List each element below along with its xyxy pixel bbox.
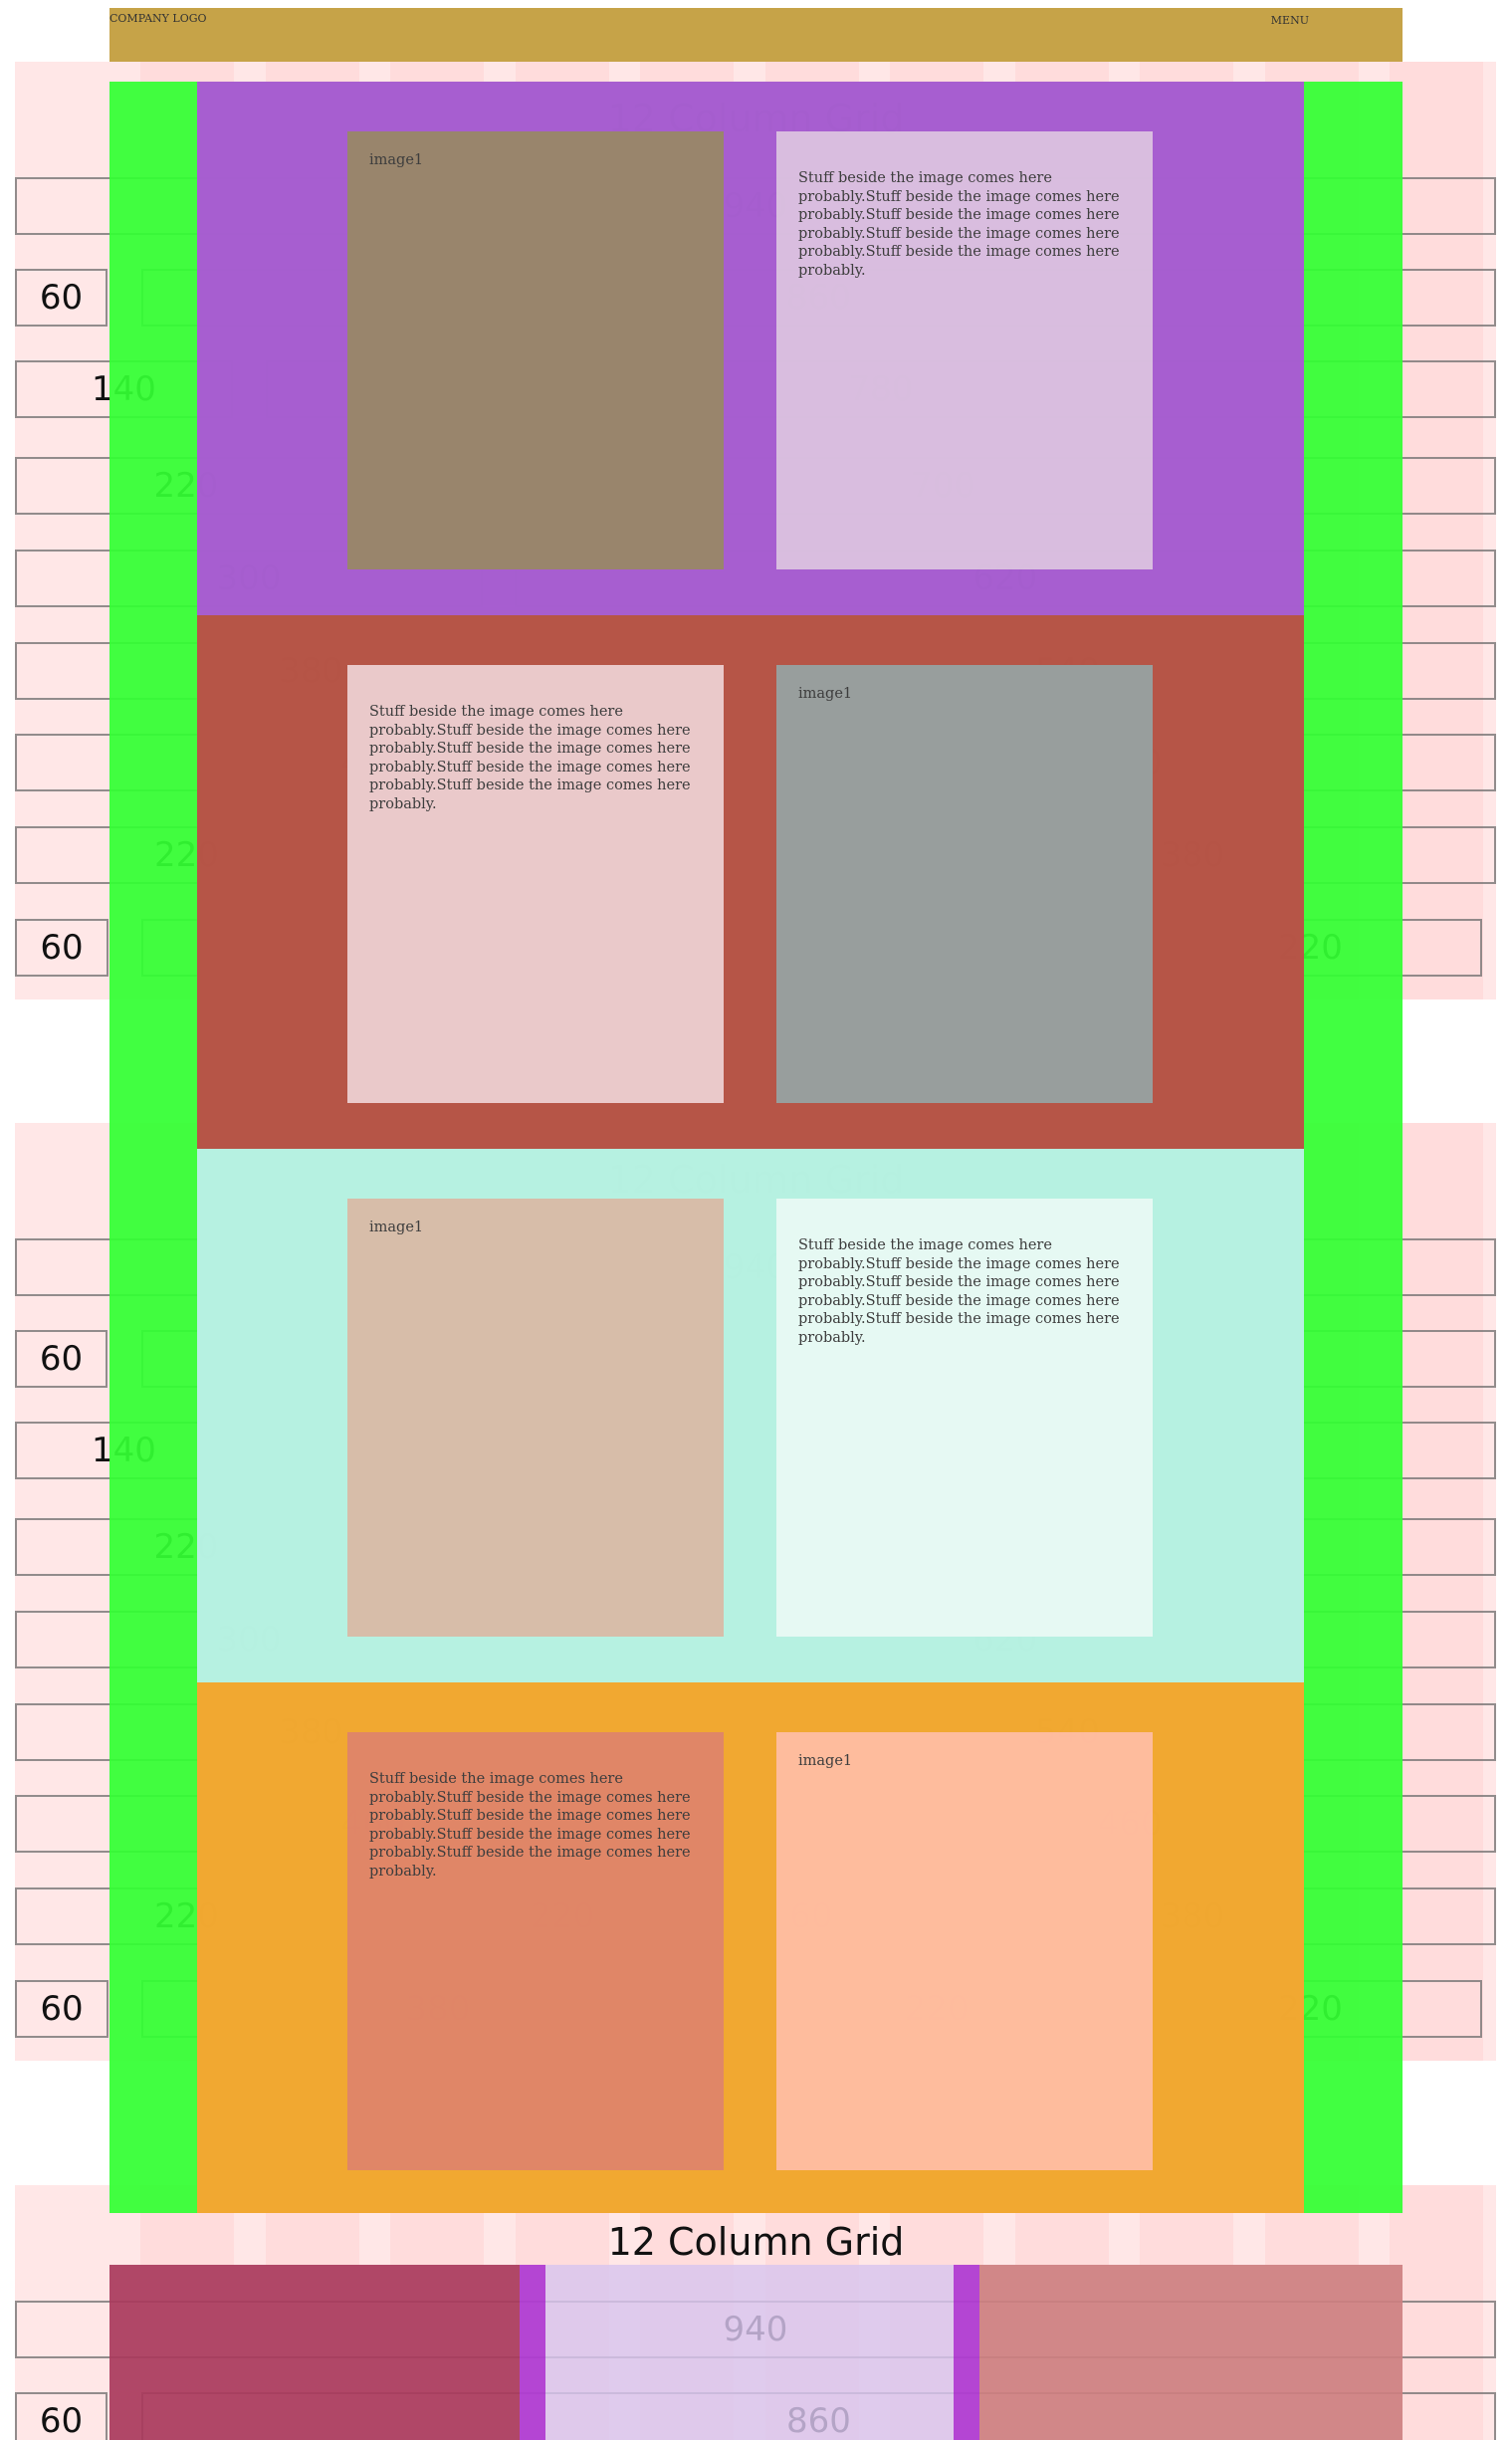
grid-column: [1390, 62, 1483, 999]
grid-column: [1390, 1123, 1483, 2061]
image-placeholder: image1: [347, 131, 724, 569]
column-width-box: 60: [15, 2392, 108, 2440]
footer-divider: [520, 2265, 545, 2440]
body-text: Stuff beside the image comes here probab…: [798, 1237, 1120, 1346]
grid-title: 12 Column Grid: [607, 2220, 905, 2264]
column-width-box: 60: [15, 1330, 108, 1388]
footer-block-center: [545, 2265, 954, 2440]
image-label: image1: [369, 1220, 424, 1235]
menu-link[interactable]: MENU: [1270, 14, 1309, 27]
image-placeholder: image1: [776, 1732, 1153, 2170]
text-block: Stuff beside the image comes here probab…: [776, 131, 1153, 569]
column-width-label: 60: [39, 1339, 84, 1379]
footer-block-left: [109, 2265, 520, 2440]
text-block: Stuff beside the image comes here probab…: [347, 1732, 724, 2170]
column-width-box: 60: [15, 919, 108, 977]
column-width-label: 60: [40, 1989, 84, 2029]
footer-divider: [954, 2265, 979, 2440]
image-placeholder: image1: [776, 665, 1153, 1103]
body-text: Stuff beside the image comes here probab…: [369, 704, 691, 812]
body-text: Stuff beside the image comes here probab…: [798, 170, 1120, 279]
image-label: image1: [798, 1753, 853, 1769]
grid-column: [1390, 2185, 1483, 2440]
body-text: Stuff beside the image comes here probab…: [369, 1771, 691, 1880]
text-block: Stuff beside the image comes here probab…: [347, 665, 724, 1103]
column-width-label: 60: [39, 2401, 84, 2440]
image-label: image1: [798, 686, 853, 702]
image-placeholder: image1: [347, 1199, 724, 1637]
footer-block-right: [979, 2265, 1403, 2440]
column-width-box: 60: [15, 269, 108, 327]
column-width-label: 60: [40, 928, 84, 968]
image-label: image1: [369, 152, 424, 168]
company-logo[interactable]: COMPANY LOGO: [109, 12, 207, 25]
text-block: Stuff beside the image comes here probab…: [776, 1199, 1153, 1637]
column-width-label: 60: [39, 278, 84, 318]
column-width-box: 60: [15, 1980, 108, 2038]
